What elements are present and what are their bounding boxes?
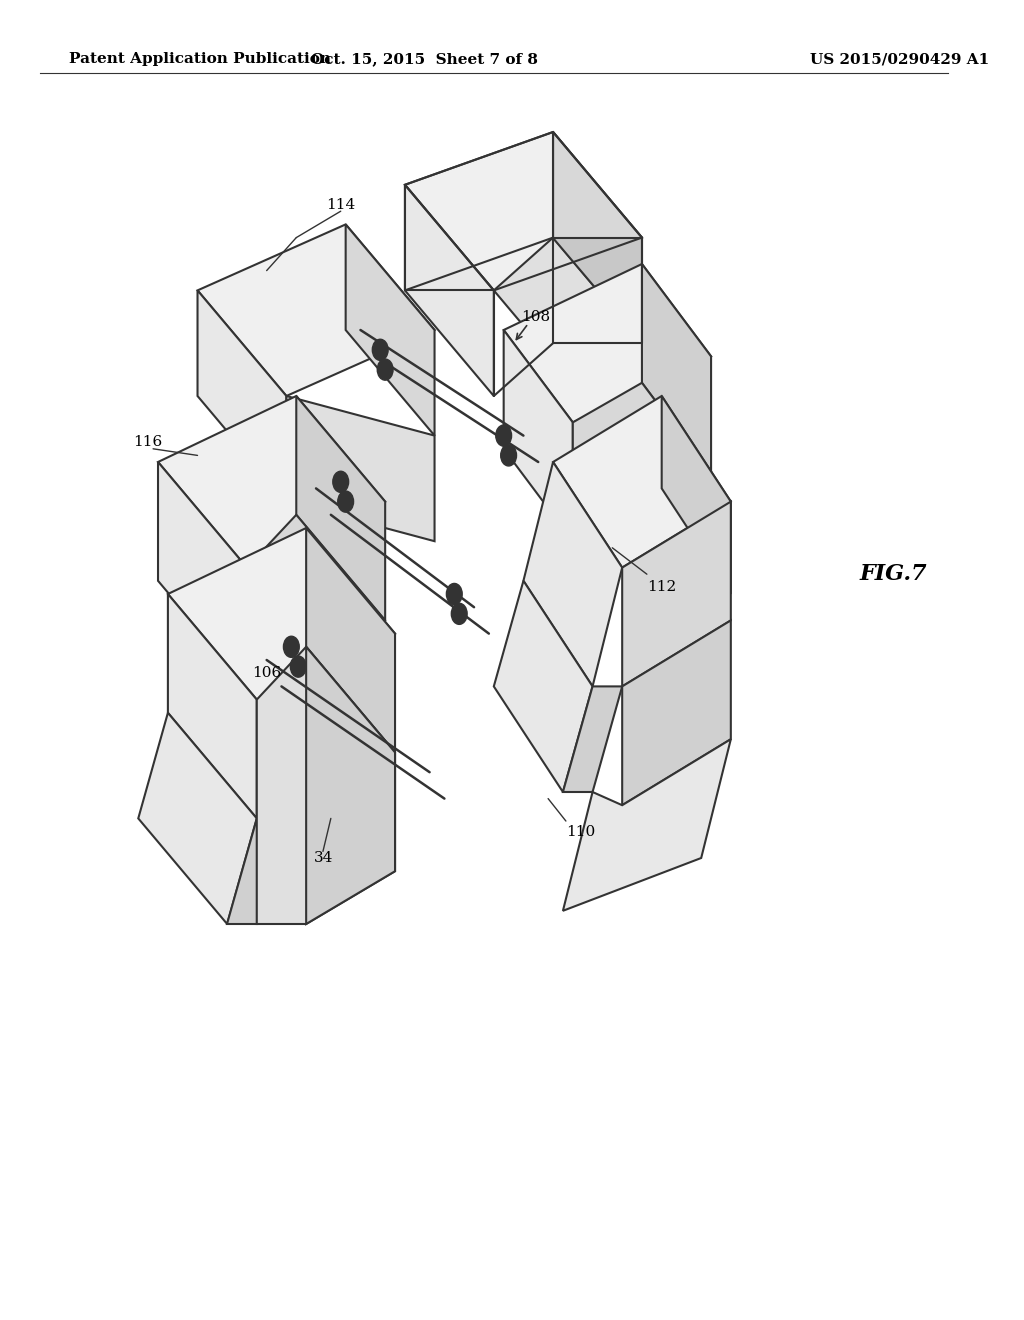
Circle shape (333, 471, 348, 492)
Text: 110: 110 (566, 825, 595, 838)
Polygon shape (563, 686, 623, 792)
Polygon shape (623, 502, 731, 686)
Polygon shape (247, 515, 385, 686)
Text: 106: 106 (252, 667, 281, 680)
Circle shape (373, 339, 388, 360)
Text: 116: 116 (133, 436, 163, 449)
Polygon shape (404, 132, 642, 290)
Polygon shape (494, 238, 642, 396)
Polygon shape (168, 594, 257, 818)
Circle shape (338, 491, 353, 512)
Polygon shape (504, 264, 711, 422)
Polygon shape (642, 264, 711, 475)
Polygon shape (296, 396, 385, 620)
Polygon shape (158, 396, 385, 568)
Polygon shape (168, 528, 395, 700)
Polygon shape (623, 620, 731, 805)
Polygon shape (138, 713, 257, 924)
Text: 34: 34 (314, 851, 334, 865)
Text: 112: 112 (647, 581, 676, 594)
Text: US 2015/0290429 A1: US 2015/0290429 A1 (810, 53, 989, 66)
Text: FIG.7: FIG.7 (859, 564, 927, 585)
FancyArrowPatch shape (309, 686, 339, 709)
Polygon shape (504, 330, 572, 541)
Circle shape (284, 636, 299, 657)
Polygon shape (523, 462, 623, 686)
Circle shape (377, 359, 393, 380)
Polygon shape (198, 224, 434, 396)
Polygon shape (306, 528, 395, 752)
Circle shape (501, 445, 516, 466)
Polygon shape (553, 238, 642, 343)
Polygon shape (158, 462, 247, 686)
Text: Oct. 15, 2015  Sheet 7 of 8: Oct. 15, 2015 Sheet 7 of 8 (311, 53, 539, 66)
Polygon shape (306, 647, 395, 924)
Polygon shape (662, 396, 731, 594)
Circle shape (446, 583, 462, 605)
Text: 114: 114 (326, 198, 355, 211)
Text: 108: 108 (521, 310, 551, 323)
Polygon shape (553, 132, 642, 343)
Polygon shape (287, 396, 434, 541)
Polygon shape (494, 581, 593, 792)
Polygon shape (563, 739, 731, 911)
Polygon shape (257, 647, 395, 924)
Polygon shape (227, 818, 257, 924)
Polygon shape (404, 185, 494, 396)
Polygon shape (553, 396, 731, 568)
Polygon shape (572, 383, 711, 541)
Circle shape (291, 656, 306, 677)
Text: Patent Application Publication: Patent Application Publication (70, 53, 331, 66)
Polygon shape (346, 224, 434, 436)
Polygon shape (198, 290, 287, 502)
Circle shape (452, 603, 467, 624)
Circle shape (496, 425, 512, 446)
